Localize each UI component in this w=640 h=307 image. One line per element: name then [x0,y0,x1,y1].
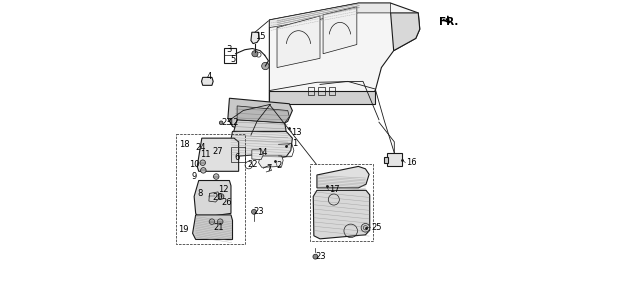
Bar [177,134,244,244]
Circle shape [218,194,224,199]
Polygon shape [252,150,263,160]
Circle shape [220,121,223,125]
Text: 9: 9 [191,172,197,181]
Text: 5: 5 [230,55,236,64]
Text: FR.: FR. [439,17,458,27]
Text: 25: 25 [372,223,382,232]
Polygon shape [384,157,388,163]
Polygon shape [323,7,357,54]
Text: 21: 21 [213,223,223,232]
Text: 3: 3 [227,45,232,54]
Text: 26: 26 [221,198,232,207]
Circle shape [262,62,269,70]
Text: 4: 4 [207,72,212,81]
Polygon shape [209,192,220,202]
Polygon shape [277,16,320,68]
Polygon shape [228,98,292,131]
Polygon shape [390,13,420,51]
Circle shape [252,51,258,57]
Circle shape [209,219,214,224]
Text: 12: 12 [228,118,239,127]
Circle shape [313,254,318,259]
Polygon shape [251,32,259,44]
Text: 10: 10 [189,160,200,169]
Text: 23: 23 [221,118,232,127]
Polygon shape [269,3,390,28]
Polygon shape [317,166,369,188]
Text: 11: 11 [200,150,210,159]
Polygon shape [194,181,231,218]
Polygon shape [237,106,289,123]
Text: 13: 13 [291,127,301,137]
Polygon shape [202,77,213,85]
Polygon shape [197,138,239,171]
Circle shape [361,223,370,232]
Polygon shape [259,156,283,167]
Text: 14: 14 [257,148,268,157]
Text: 16: 16 [406,158,417,167]
Text: 23: 23 [253,207,264,216]
Text: 22: 22 [248,160,259,169]
Text: 17: 17 [329,185,340,194]
Text: 8: 8 [198,189,203,198]
Circle shape [209,194,214,199]
Text: 1: 1 [292,139,297,148]
Polygon shape [387,153,403,166]
Text: 15: 15 [255,32,266,41]
Text: 24: 24 [196,143,206,153]
Polygon shape [269,91,375,104]
Text: 12: 12 [218,185,228,194]
Text: 6: 6 [234,153,239,162]
Circle shape [200,160,205,165]
Text: 27: 27 [212,146,223,156]
Text: 20: 20 [212,192,223,202]
Polygon shape [269,3,420,104]
Polygon shape [232,120,286,144]
Polygon shape [229,131,292,160]
Circle shape [200,168,206,173]
Polygon shape [193,215,232,239]
Bar [310,164,373,241]
Text: 2: 2 [276,161,282,170]
Text: 19: 19 [178,225,189,234]
Text: 7: 7 [266,164,271,173]
Circle shape [214,174,219,179]
Circle shape [218,219,223,224]
Text: 18: 18 [179,140,189,150]
Polygon shape [313,190,370,239]
Circle shape [252,209,257,214]
Text: 23: 23 [316,252,326,261]
